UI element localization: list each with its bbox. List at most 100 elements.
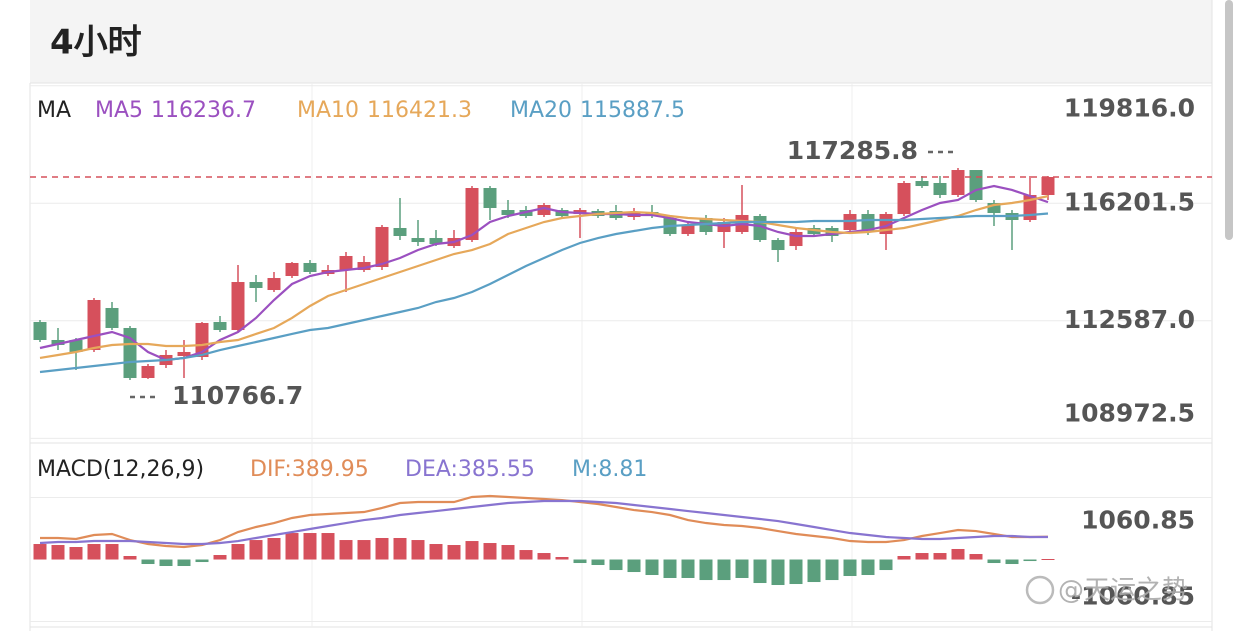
macd-bar [267, 537, 281, 560]
legend-entry: M:8.81 [572, 457, 647, 482]
macd-bar [951, 548, 965, 560]
macd-bar [843, 559, 857, 577]
macd-bar [105, 544, 119, 560]
candle-body [987, 202, 1001, 214]
macd-bar [933, 553, 947, 560]
ma-line [39, 184, 1049, 362]
macd-bar [987, 559, 1001, 564]
candle-body [105, 307, 119, 328]
macd-bar [159, 559, 173, 567]
macd-bar [357, 540, 371, 560]
macd-bar [177, 559, 191, 567]
scrollbar[interactable] [1225, 0, 1233, 240]
candle-body [951, 170, 965, 195]
candle-body [897, 182, 911, 215]
y-tick-label: 116201.5 [1064, 187, 1195, 216]
macd-bar [447, 545, 461, 560]
candle-body [465, 188, 479, 240]
macd-bar [501, 545, 515, 560]
legend-value: 116236.7 [151, 98, 256, 123]
y-tick-label: -1060.85 [1071, 582, 1195, 611]
macd-bar [681, 559, 695, 578]
candle-body [393, 227, 407, 236]
macd-bar [771, 559, 785, 586]
candle-body [303, 262, 317, 272]
legend-value: 115887.5 [580, 98, 685, 123]
candle-body [249, 282, 263, 288]
legend-value: 116421.3 [367, 98, 472, 123]
legend-value: 389.95 [292, 457, 369, 482]
legend-value: 8.81 [598, 457, 647, 482]
candle-body [285, 262, 299, 276]
candle-body [357, 262, 371, 271]
candle-body [483, 188, 497, 208]
candle-body [231, 282, 245, 331]
legend-entry: MA5 116236.7 [95, 98, 256, 123]
macd-bar [195, 559, 209, 563]
candle-body [933, 182, 947, 195]
macd-bar [519, 550, 533, 560]
candle-body [537, 205, 551, 215]
candle-body [213, 322, 227, 331]
y-tick-label: 1060.85 [1081, 505, 1195, 534]
y-tick-label: 119816.0 [1064, 94, 1195, 123]
candle-body [771, 239, 785, 251]
candle-body [861, 214, 875, 232]
macd-bar [285, 533, 299, 560]
macd-bar [915, 553, 929, 560]
candle-body [51, 339, 65, 345]
macd-bar [321, 533, 335, 560]
macd-bar [789, 559, 803, 585]
macd-bar [231, 544, 245, 560]
candle-body [411, 238, 425, 243]
macd-bar [429, 544, 443, 560]
macd-bar [465, 541, 479, 560]
candle-body [501, 210, 515, 215]
legend-title: MA [37, 98, 71, 123]
ma-line [39, 212, 1049, 374]
legend-name: MA20 [510, 98, 572, 123]
macd-bar [735, 559, 749, 578]
candle-body [969, 170, 983, 201]
legend-entry: MA20 115887.5 [510, 98, 685, 123]
macd-bar [555, 557, 569, 560]
candle-body [33, 322, 47, 340]
high-label: 117285.8 [787, 136, 918, 165]
macd-bar [825, 559, 839, 581]
legend-name: MA5 [95, 98, 143, 123]
macd-bar [717, 559, 731, 581]
candle-body [87, 299, 101, 351]
macd-bar [537, 553, 551, 560]
macd-bar [645, 559, 659, 576]
legend-entry: DEA:385.55 [405, 457, 535, 482]
legend-name: DIF: [250, 457, 292, 482]
y-tick-label: 112587.0 [1064, 305, 1195, 334]
macd-bar [753, 559, 767, 584]
plot-layer: 119816.0 116201.5 112587.0 108972.5 MA MA5 116… [30, 85, 1212, 623]
macd-bar [483, 543, 497, 560]
macd-bar [69, 547, 83, 560]
candle-body [429, 238, 443, 244]
candle-body [375, 226, 389, 267]
y-tick-label: 108972.5 [1064, 398, 1195, 427]
candle-body [141, 366, 155, 379]
macd-bar [609, 559, 623, 571]
watermark-icon [1025, 575, 1055, 605]
macd-bar [861, 559, 875, 576]
legend-entry: MA10 116421.3 [297, 98, 472, 123]
macd-bar [33, 544, 47, 560]
macd-bar [969, 554, 983, 560]
candle-body [177, 351, 191, 356]
macd-line [40, 494, 1049, 549]
macd-bar [51, 545, 65, 560]
macd-bar [1041, 558, 1055, 560]
ma-line [39, 195, 1049, 360]
watermark: @天运之势 [1058, 576, 1188, 606]
macd-bar [1005, 559, 1019, 565]
macd-bar [627, 559, 641, 573]
macd-bar [1023, 559, 1037, 562]
macd-bar [663, 559, 677, 578]
macd-line [39, 499, 1049, 546]
candle-body [681, 225, 695, 235]
